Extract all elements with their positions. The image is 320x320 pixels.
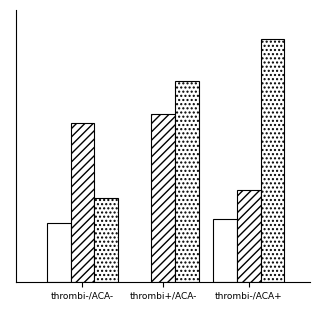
Bar [71,123,94,282]
Bar [237,189,260,282]
Bar [94,198,118,282]
Bar [175,81,199,282]
Bar [47,223,71,282]
Bar [260,39,284,282]
Bar [213,219,237,282]
Bar [151,114,175,282]
